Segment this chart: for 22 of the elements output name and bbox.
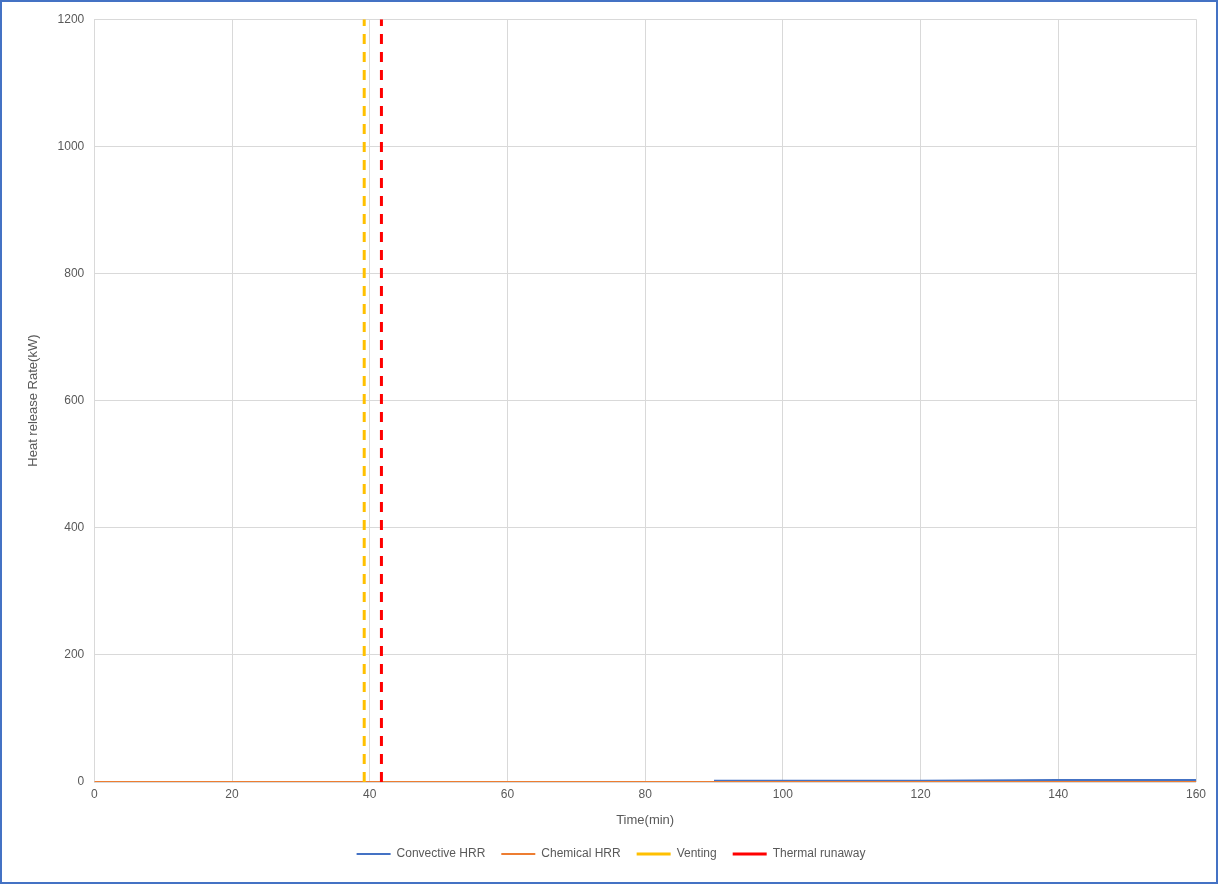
y-tick-label: 1000 — [57, 138, 85, 153]
y-tick-label: 400 — [64, 520, 85, 535]
x-tick-label: 120 — [910, 786, 931, 801]
y-tick-label: 0 — [77, 774, 85, 789]
legend-label: Convective HRR — [396, 846, 486, 861]
legend-label: Venting — [676, 846, 717, 861]
x-tick-label: 0 — [90, 786, 98, 801]
x-axis-title: Time(min) — [616, 811, 675, 827]
x-tick-label: 140 — [1048, 786, 1069, 801]
y-tick-label: 200 — [64, 647, 85, 662]
x-tick-label: 20 — [225, 786, 239, 801]
x-tick-label: 60 — [500, 786, 515, 801]
y-axis-title: Heat release Rate(kW) — [25, 334, 41, 467]
y-tick-label: 800 — [64, 265, 85, 280]
x-tick-label: 160 — [1185, 786, 1207, 801]
legend-label: Chemical HRR — [541, 846, 621, 861]
x-tick-label: 40 — [363, 786, 377, 801]
y-tick-label: 600 — [64, 392, 85, 407]
y-tick-label: 1200 — [57, 11, 85, 26]
legend-label: Thermal runaway — [772, 846, 866, 861]
x-tick-label: 100 — [772, 786, 794, 801]
x-tick-label: 80 — [638, 786, 653, 801]
